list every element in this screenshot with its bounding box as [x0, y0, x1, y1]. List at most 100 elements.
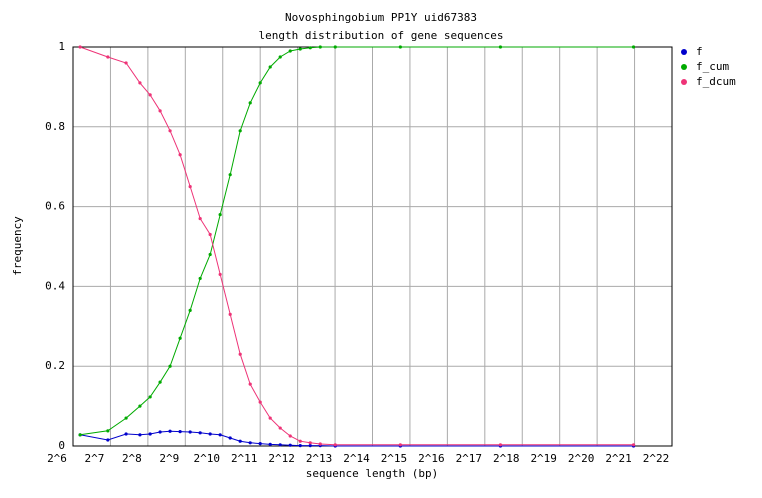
x-tick-label: 2^12: [268, 452, 295, 465]
data-point: [218, 433, 222, 437]
data-point: [106, 429, 110, 433]
data-point: [124, 61, 128, 65]
data-point: [178, 336, 182, 340]
data-point: [168, 129, 172, 133]
data-point: [278, 443, 282, 447]
data-point: [198, 216, 202, 221]
data-point: [158, 109, 162, 113]
data-point: [158, 430, 162, 434]
data-point: [198, 431, 202, 435]
x-tick-label: 2^13: [306, 452, 333, 465]
data-point: [188, 308, 192, 312]
data-point: [138, 404, 142, 408]
x-tick-label: 2^14: [343, 452, 370, 465]
data-point: [288, 49, 292, 53]
x-tick-label: 2^15: [381, 452, 408, 465]
data-point: [168, 429, 172, 433]
data-point: [208, 232, 212, 237]
data-point: [238, 439, 242, 443]
data-point: [148, 395, 152, 399]
legend-marker: [681, 64, 687, 70]
data-point: [218, 212, 222, 217]
data-point: [198, 276, 202, 281]
x-tick-label: 2^16: [418, 452, 445, 465]
data-point: [78, 433, 82, 437]
y-tick-label: 1: [58, 40, 65, 53]
data-point: [278, 55, 282, 59]
legend-label: f: [696, 45, 703, 58]
data-point: [248, 382, 252, 386]
chart-subtitle: length distribution of gene sequences: [258, 29, 503, 42]
data-point: [78, 45, 82, 49]
x-tick-label: 2^10: [194, 452, 221, 465]
x-tick-label: 2^19: [530, 452, 557, 465]
y-tick-label: 0.6: [45, 200, 65, 213]
data-point: [188, 430, 192, 434]
data-point: [288, 434, 292, 438]
data-point: [308, 441, 312, 445]
data-point: [138, 81, 142, 85]
data-point: [298, 439, 302, 443]
data-point: [218, 272, 222, 277]
chart-title: Novosphingobium PP1Y uid67383: [285, 11, 477, 24]
data-point: [268, 416, 272, 420]
data-point: [106, 438, 110, 442]
legend-marker: [681, 79, 687, 85]
x-tick-label: 2^9: [159, 452, 179, 465]
x-tick-label: 2^22: [643, 452, 670, 465]
data-point: [238, 352, 242, 356]
y-tick-label: 0: [58, 439, 65, 452]
data-point: [268, 442, 272, 447]
series-line: [80, 46, 634, 436]
x-tick-label: 2^7: [85, 452, 105, 465]
data-point: [288, 443, 292, 447]
data-point: [631, 443, 636, 447]
x-tick-label: 2^20: [568, 452, 595, 465]
data-point: [631, 45, 636, 49]
data-point: [228, 436, 232, 440]
x-tick-label: 2^6: [47, 452, 67, 465]
data-point: [268, 65, 272, 69]
data-point: [278, 426, 282, 430]
y-tick-label: 0.4: [45, 279, 65, 292]
y-axis-label: frequency: [11, 216, 24, 276]
data-point: [208, 432, 212, 436]
data-point: [138, 433, 142, 437]
series-line: [80, 430, 634, 447]
legend-label: f_dcum: [696, 75, 736, 88]
data-point: [258, 442, 262, 446]
data-point: [228, 173, 232, 177]
data-point: [333, 45, 337, 49]
data-point: [248, 441, 252, 445]
data-point: [258, 400, 262, 404]
data-point: [178, 430, 182, 434]
series-line: [79, 46, 634, 446]
data-point: [148, 432, 152, 436]
data-point: [298, 47, 302, 51]
data-point: [398, 443, 402, 447]
data-point: [498, 443, 503, 447]
x-tick-label: 2^11: [231, 452, 258, 465]
data-point: [168, 364, 172, 368]
data-point: [318, 45, 322, 49]
data-point: [124, 432, 128, 436]
data-point: [318, 442, 322, 446]
data-point: [208, 252, 212, 257]
data-point: [308, 46, 312, 50]
legend-marker: [681, 49, 687, 55]
x-tick-label: 2^8: [122, 452, 142, 465]
data-point: [398, 45, 402, 49]
data-point: [178, 153, 182, 157]
x-axis-label: sequence length (bp): [306, 467, 438, 480]
data-point: [333, 443, 337, 447]
data-point: [498, 45, 503, 49]
data-point: [258, 81, 262, 85]
x-tick-label: 2^17: [456, 452, 483, 465]
legend-label: f_cum: [696, 60, 729, 73]
x-tick-label: 2^21: [605, 452, 632, 465]
data-point: [248, 101, 252, 105]
data-point: [298, 444, 302, 448]
data-point: [148, 93, 152, 97]
data-point: [124, 416, 128, 420]
